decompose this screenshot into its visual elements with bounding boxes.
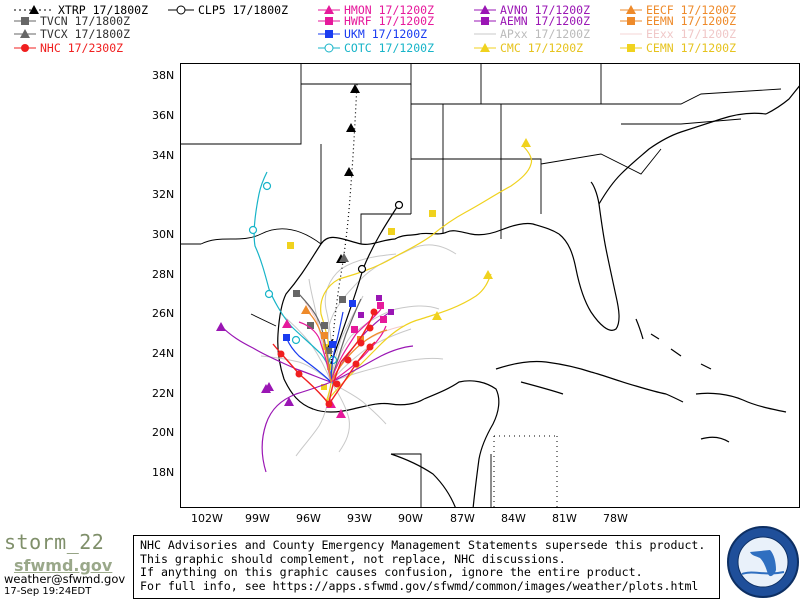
clp5-symbol-icon [168, 5, 194, 15]
legend-label: NHC 17/2300Z [40, 41, 124, 55]
legend-item-avno: AVNO 17/1200Z [474, 3, 590, 17]
legend-label: EECF 17/1200Z [646, 3, 737, 17]
clp5-track [330, 200, 404, 365]
map-canvas [181, 64, 799, 507]
legend-label: EExx 17/1200Z [646, 27, 737, 41]
brand-website[interactable]: sfwmd.gov [14, 556, 113, 575]
contact-email[interactable]: weather@sfwmd.gov [4, 572, 126, 586]
legend-label: EEMN 17/1200Z [646, 14, 737, 28]
legend-item-eemn: EEMN 17/1200Z [620, 14, 736, 28]
legend-item-nhc: NHC 17/2300Z [14, 41, 123, 55]
legend-item-cmc: CMC 17/1200Z [474, 41, 583, 55]
legend-item-eexx: EExx 17/1200Z [620, 27, 736, 41]
lat-label: 26N [152, 307, 175, 320]
hwrf-symbol-icon [318, 17, 340, 25]
lon-label: 90W [398, 512, 423, 525]
legend-label: UKM 17/1200Z [344, 27, 428, 41]
disclaimer-line: This graphic should complement, not repl… [140, 551, 566, 566]
lat-label: 20N [152, 426, 175, 439]
nhc-track [272, 308, 378, 408]
lon-label: 93W [347, 512, 372, 525]
apxx-tracks [260, 244, 457, 457]
avno-markers [216, 295, 394, 406]
dotted-grid-layer [493, 435, 558, 507]
legend-label: XTRP 17/1800Z [58, 3, 149, 17]
avno-symbol-icon [474, 5, 496, 14]
disclaimer-box: NHC Advisories and County Emergency Mana… [133, 535, 720, 599]
lon-label: 84W [501, 512, 526, 525]
legend-label: AVNO 17/1200Z [500, 3, 591, 17]
lon-label: 99W [245, 512, 270, 525]
legend-label: APxx 17/1200Z [500, 27, 591, 41]
lat-label: 34N [152, 149, 175, 162]
legend-label: HMON 17/1200Z [344, 3, 435, 17]
legend-item-tvcn: TVCN 17/1800Z [14, 14, 130, 28]
disclaimer-line: For full info, see https://apps.sfwmd.go… [140, 578, 699, 593]
footer-branding: storm_22 sfwmd.gov weather@sfwmd.gov 17-… [0, 530, 132, 600]
eecf-markers [301, 305, 364, 343]
lat-label: 22N [152, 387, 175, 400]
ukm-symbol-icon [318, 30, 340, 38]
cmc-symbol-icon [474, 43, 496, 52]
lat-label: 32N [152, 188, 175, 201]
timestamp: 17-Sep 19:24EDT [4, 586, 92, 597]
legend-item-aemn: AEMN 17/1200Z [474, 14, 590, 28]
legend-item-cotc: COTC 17/1200Z [318, 41, 434, 55]
cemn-symbol-icon [620, 44, 642, 52]
lat-label: 36N [152, 109, 175, 122]
sfwmd-seal-logo [726, 524, 800, 600]
cotc-track [248, 171, 338, 385]
lat-label: 30N [152, 228, 175, 241]
legend-item-hmon: HMON 17/1200Z [318, 3, 434, 17]
disclaimer-line: If anything on this graphic causes confu… [140, 565, 643, 580]
tvcn-symbol-icon [14, 17, 36, 25]
model-legend: XTRP 17/1800Z CLP5 17/1800Z HMON 17/1200… [0, 0, 800, 60]
xtrp-track [327, 83, 360, 365]
lat-label: 18N [152, 466, 175, 479]
legend-item-xtrp: XTRP 17/1800Z [14, 3, 148, 17]
xtrp-symbol-icon [14, 5, 54, 14]
cmc-track [320, 145, 533, 403]
legend-item-tvcx: TVCX 17/1800Z [14, 27, 130, 41]
cotc-symbol-icon [318, 43, 340, 53]
lon-label: 87W [450, 512, 475, 525]
legend-label: CMC 17/1200Z [500, 41, 584, 55]
track-map [180, 63, 800, 508]
legend-item-cemn: CEMN 17/1200Z [620, 41, 736, 55]
lat-label: 38N [152, 69, 175, 82]
legend-label: CLP5 17/1800Z [198, 3, 289, 17]
legend-label: TVCN 17/1800Z [40, 14, 131, 28]
legend-label: HWRF 17/1200Z [344, 14, 435, 28]
legend-label: TVCX 17/1800Z [40, 27, 131, 41]
hmon-symbol-icon [318, 5, 340, 14]
legend-item-clp5: CLP5 17/1800Z [168, 3, 288, 17]
legend-label: AEMN 17/1200Z [500, 14, 591, 28]
lon-label: 102W [191, 512, 223, 525]
lat-label: 24N [152, 347, 175, 360]
legend-item-eecf: EECF 17/1200Z [620, 3, 736, 17]
aemn-symbol-icon [474, 17, 496, 25]
eemn-symbol-icon [620, 17, 642, 25]
ukm-markers [283, 300, 356, 348]
legend-item-hwrf: HWRF 17/1200Z [318, 14, 434, 28]
legend-label: CEMN 17/1200Z [646, 41, 737, 55]
lon-label: 78W [603, 512, 628, 525]
legend-item-ukm: UKM 17/1200Z [318, 27, 427, 41]
lon-label: 96W [296, 512, 321, 525]
border-layer [181, 64, 782, 507]
coastline-layer [277, 85, 799, 507]
brand-title: storm_22 [4, 530, 105, 554]
legend-label: COTC 17/1200Z [344, 41, 435, 55]
disclaimer-line: NHC Advisories and County Emergency Mana… [140, 538, 706, 552]
tvcx-symbol-icon [14, 29, 36, 38]
tvcn-markers [293, 253, 349, 354]
apxx-symbol-icon [474, 33, 496, 35]
eecf-symbol-icon [620, 5, 642, 14]
lon-label: 81W [552, 512, 577, 525]
lat-label: 28N [152, 268, 175, 281]
eexx-symbol-icon [620, 33, 642, 35]
nhc-symbol-icon [14, 44, 36, 52]
legend-item-apxx: APxx 17/1200Z [474, 27, 590, 41]
